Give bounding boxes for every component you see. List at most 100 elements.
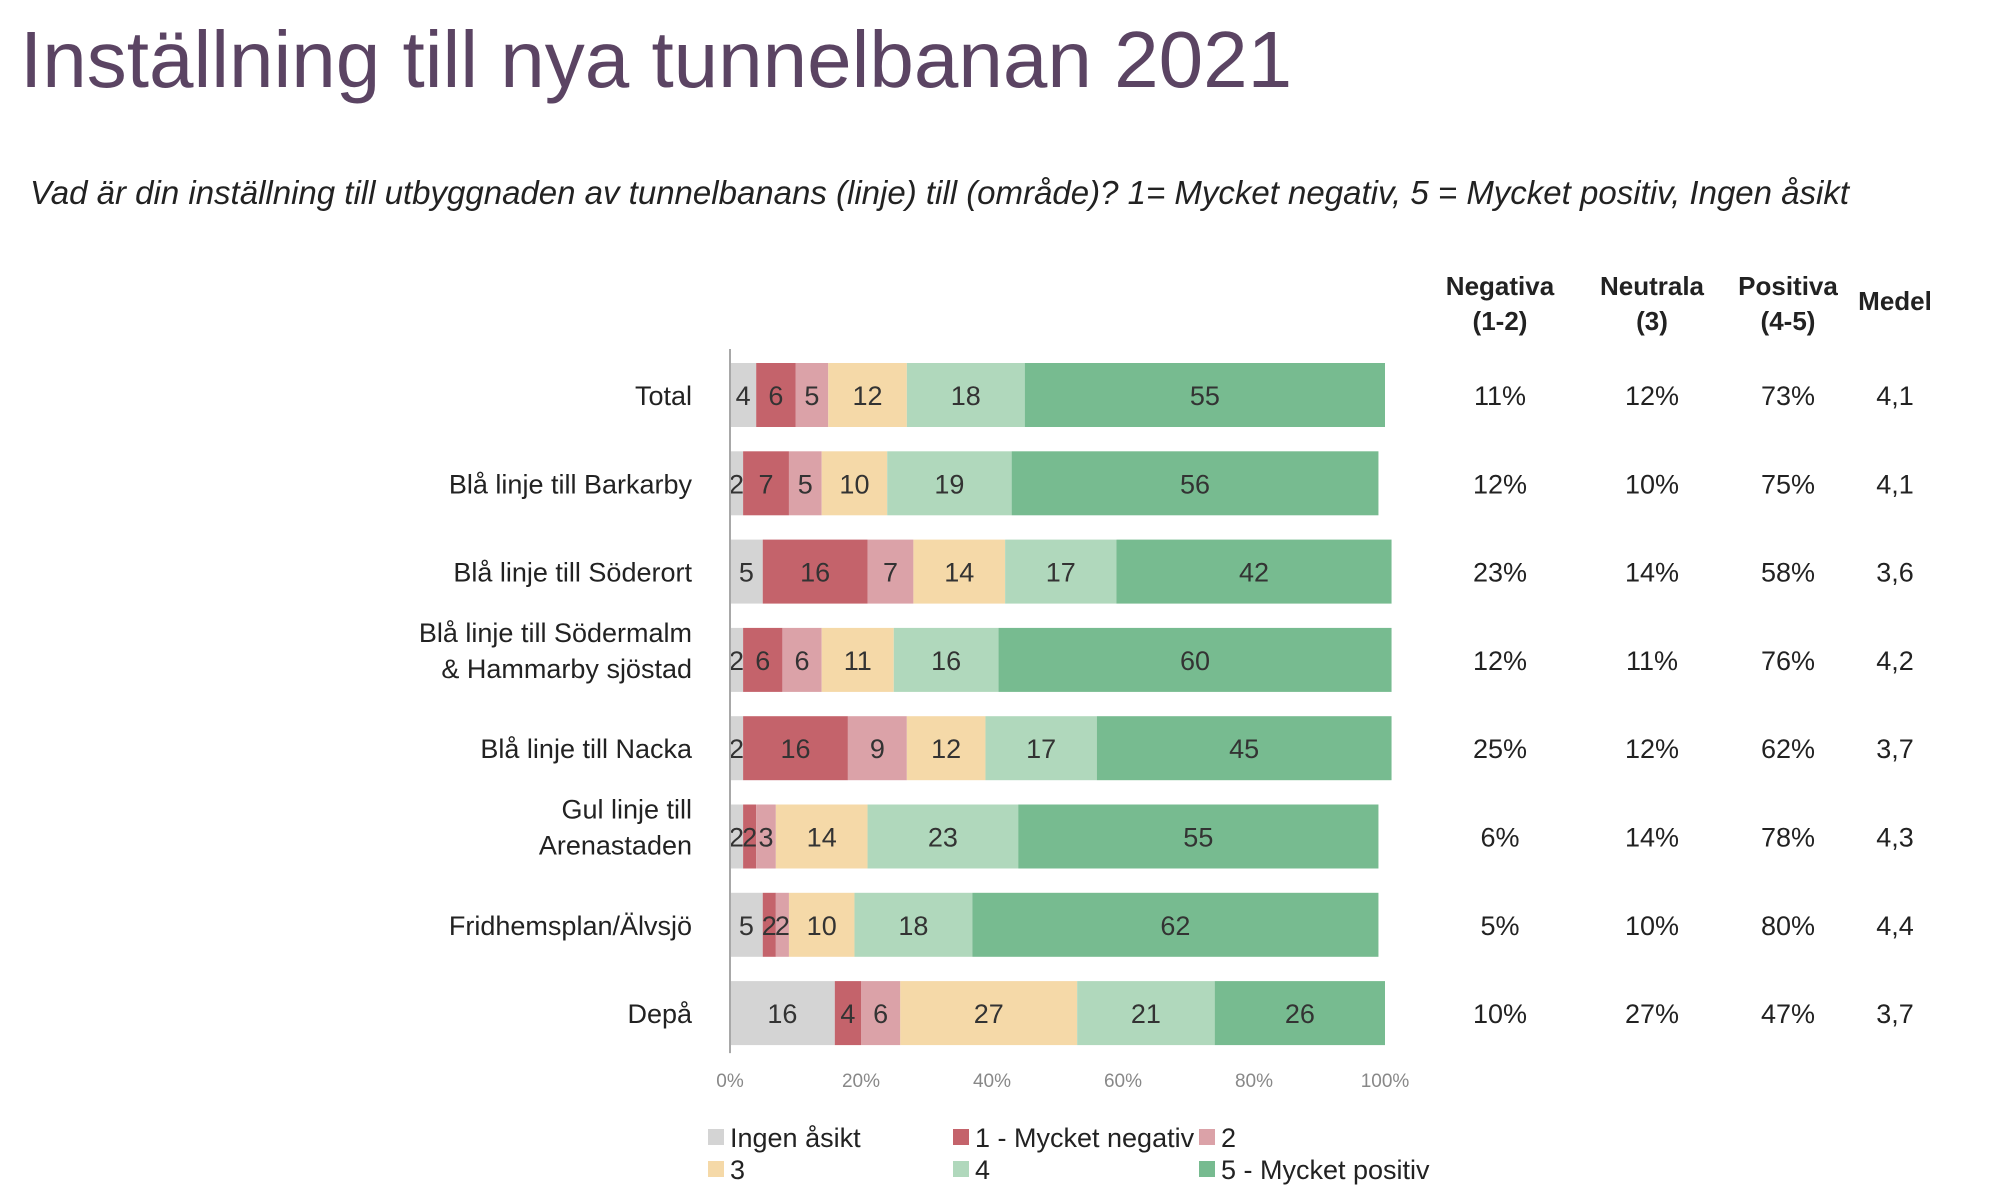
table-cell: 23% (1473, 558, 1527, 588)
data-label: 62 (1160, 911, 1190, 941)
legend-label: 5 - Mycket positiv (1221, 1155, 1430, 1185)
table-cell: 11% (1474, 381, 1526, 411)
table-cell: 76% (1761, 646, 1815, 676)
bar-segment-ingen-asikt (730, 892, 763, 957)
data-label: 26 (1285, 999, 1315, 1029)
x-tick-label: 40% (973, 1071, 1011, 1092)
table-column-header: Negativa (1446, 271, 1555, 301)
category-label: Gul linje till (561, 795, 692, 825)
x-axis: 0% 20% 40% 60% 80% 100% (716, 349, 1409, 1092)
bar-segment-ingen-asikt (730, 363, 757, 427)
bar-segment-ingen-asikt (730, 539, 763, 604)
bar-segment-level-2 (861, 981, 901, 1046)
legend-swatch-3 (708, 1161, 724, 1177)
bar-segment-level-5 (1011, 451, 1379, 516)
data-label: 55 (1190, 381, 1220, 411)
legend-swatch-5-mycket-positiv (1199, 1161, 1215, 1177)
data-label: 16 (780, 734, 810, 764)
data-label: 5 (798, 469, 813, 499)
bar-segment-level-3 (821, 627, 894, 692)
bar-segment-ingen-asikt (730, 981, 835, 1046)
bar-segment-level-1 (762, 539, 868, 604)
legend: Ingen åsikt 1 - Mycket negativ 2 3 4 5 - Myck… (708, 1123, 1430, 1185)
bar-segment-level-5 (1214, 981, 1385, 1046)
data-label: 55 (1183, 823, 1213, 853)
table-cell: 12% (1625, 381, 1679, 411)
table-cell: 75% (1761, 469, 1815, 499)
data-label: 2 (729, 646, 744, 676)
summary-table-header: Negativa (1-2) Neutrala (3) Positiva (4-5) Med… (1446, 271, 1932, 336)
bar-segment-level-1 (743, 804, 757, 869)
bar-area: 4 6 5 12 18 552 7 5 10 19 565 16 7 14 17 422 6 6 11 16 602 16… (729, 363, 1392, 1046)
category-label: Blå linje till Barkarby (449, 469, 693, 499)
bar-segment-level-3 (775, 804, 868, 869)
data-label: 3 (759, 823, 774, 853)
data-label: 10 (807, 911, 837, 941)
bar-segment-level-1 (743, 451, 789, 516)
table-cell: 4,3 (1876, 823, 1914, 853)
data-label: 12 (853, 381, 883, 411)
table-cell: 4,1 (1876, 381, 1914, 411)
table-cell: 14% (1625, 558, 1679, 588)
bar-segment-ingen-asikt (730, 716, 744, 781)
table-cell: 4,1 (1876, 469, 1914, 499)
data-label: 6 (873, 999, 888, 1029)
data-label: 14 (807, 823, 837, 853)
category-label: Arenastaden (539, 831, 692, 861)
data-label: 5 (804, 381, 819, 411)
bar-segment-level-2 (847, 716, 907, 781)
table-cell: 12% (1473, 646, 1527, 676)
table-column-header: Positiva (1738, 271, 1838, 301)
page-title: Inställning till nya tunnelbanan 2021 (20, 15, 1293, 104)
data-label: 12 (931, 734, 961, 764)
bar-segment-level-5 (1018, 804, 1379, 869)
data-label: 5 (739, 911, 754, 941)
summary-table: 11% 12% 73% 4,1 12% 10% 75% 4,1 23% 14% 58% 3,6 12% 1… (1473, 381, 1914, 1029)
bar-segment-level-2 (795, 363, 829, 427)
data-label: 17 (1046, 558, 1076, 588)
table-cell: 12% (1473, 469, 1527, 499)
table-cell: 12% (1625, 734, 1679, 764)
table-cell: 4,4 (1876, 911, 1914, 941)
data-label: 18 (898, 911, 928, 941)
data-label: 4 (840, 999, 855, 1029)
bar-segment-level-4 (985, 716, 1097, 781)
table-cell: 3,7 (1876, 734, 1914, 764)
bar-segment-level-3 (900, 981, 1078, 1046)
bar-segment-ingen-asikt (730, 627, 744, 692)
category-label: Blå linje till Södermalm (419, 618, 692, 648)
bar-segment-level-3 (906, 716, 986, 781)
legend-label: Ingen åsikt (730, 1123, 861, 1153)
table-cell: 4,2 (1876, 646, 1914, 676)
table-cell: 10% (1473, 999, 1527, 1029)
table-cell: 80% (1761, 911, 1815, 941)
data-label: 21 (1131, 999, 1161, 1029)
data-label: 7 (759, 469, 774, 499)
table-cell: 10% (1625, 469, 1679, 499)
bar-segment-level-5 (1116, 539, 1392, 604)
category-label: Total (635, 381, 692, 411)
bar-segment-level-1 (762, 892, 776, 957)
legend-swatch-4 (953, 1161, 969, 1177)
table-column-header: (1-2) (1473, 306, 1528, 336)
table-column-header: (4-5) (1761, 306, 1816, 336)
data-label: 45 (1229, 734, 1259, 764)
data-label: 7 (883, 558, 898, 588)
data-label: 2 (762, 911, 777, 941)
bar-segment-level-4 (867, 804, 1019, 869)
data-label: 23 (928, 823, 958, 853)
bar-segment-level-1 (834, 981, 861, 1046)
x-tick-label: 20% (842, 1071, 880, 1092)
category-label: Depå (627, 999, 693, 1029)
category-labels: Total Blå linje till Barkarby Blå linje ti… (419, 381, 693, 1029)
data-label: 2 (729, 823, 744, 853)
legend-label: 2 (1221, 1123, 1236, 1153)
legend-swatch-2 (1199, 1129, 1215, 1145)
table-cell: 3,7 (1876, 999, 1914, 1029)
legend-label: 1 - Mycket negativ (975, 1123, 1195, 1153)
bar-segment-level-4 (1077, 981, 1215, 1046)
category-label: Fridhemsplan/Älvsjö (449, 911, 692, 941)
table-cell: 78% (1761, 823, 1815, 853)
data-label: 6 (768, 381, 783, 411)
data-label: 2 (775, 911, 790, 941)
